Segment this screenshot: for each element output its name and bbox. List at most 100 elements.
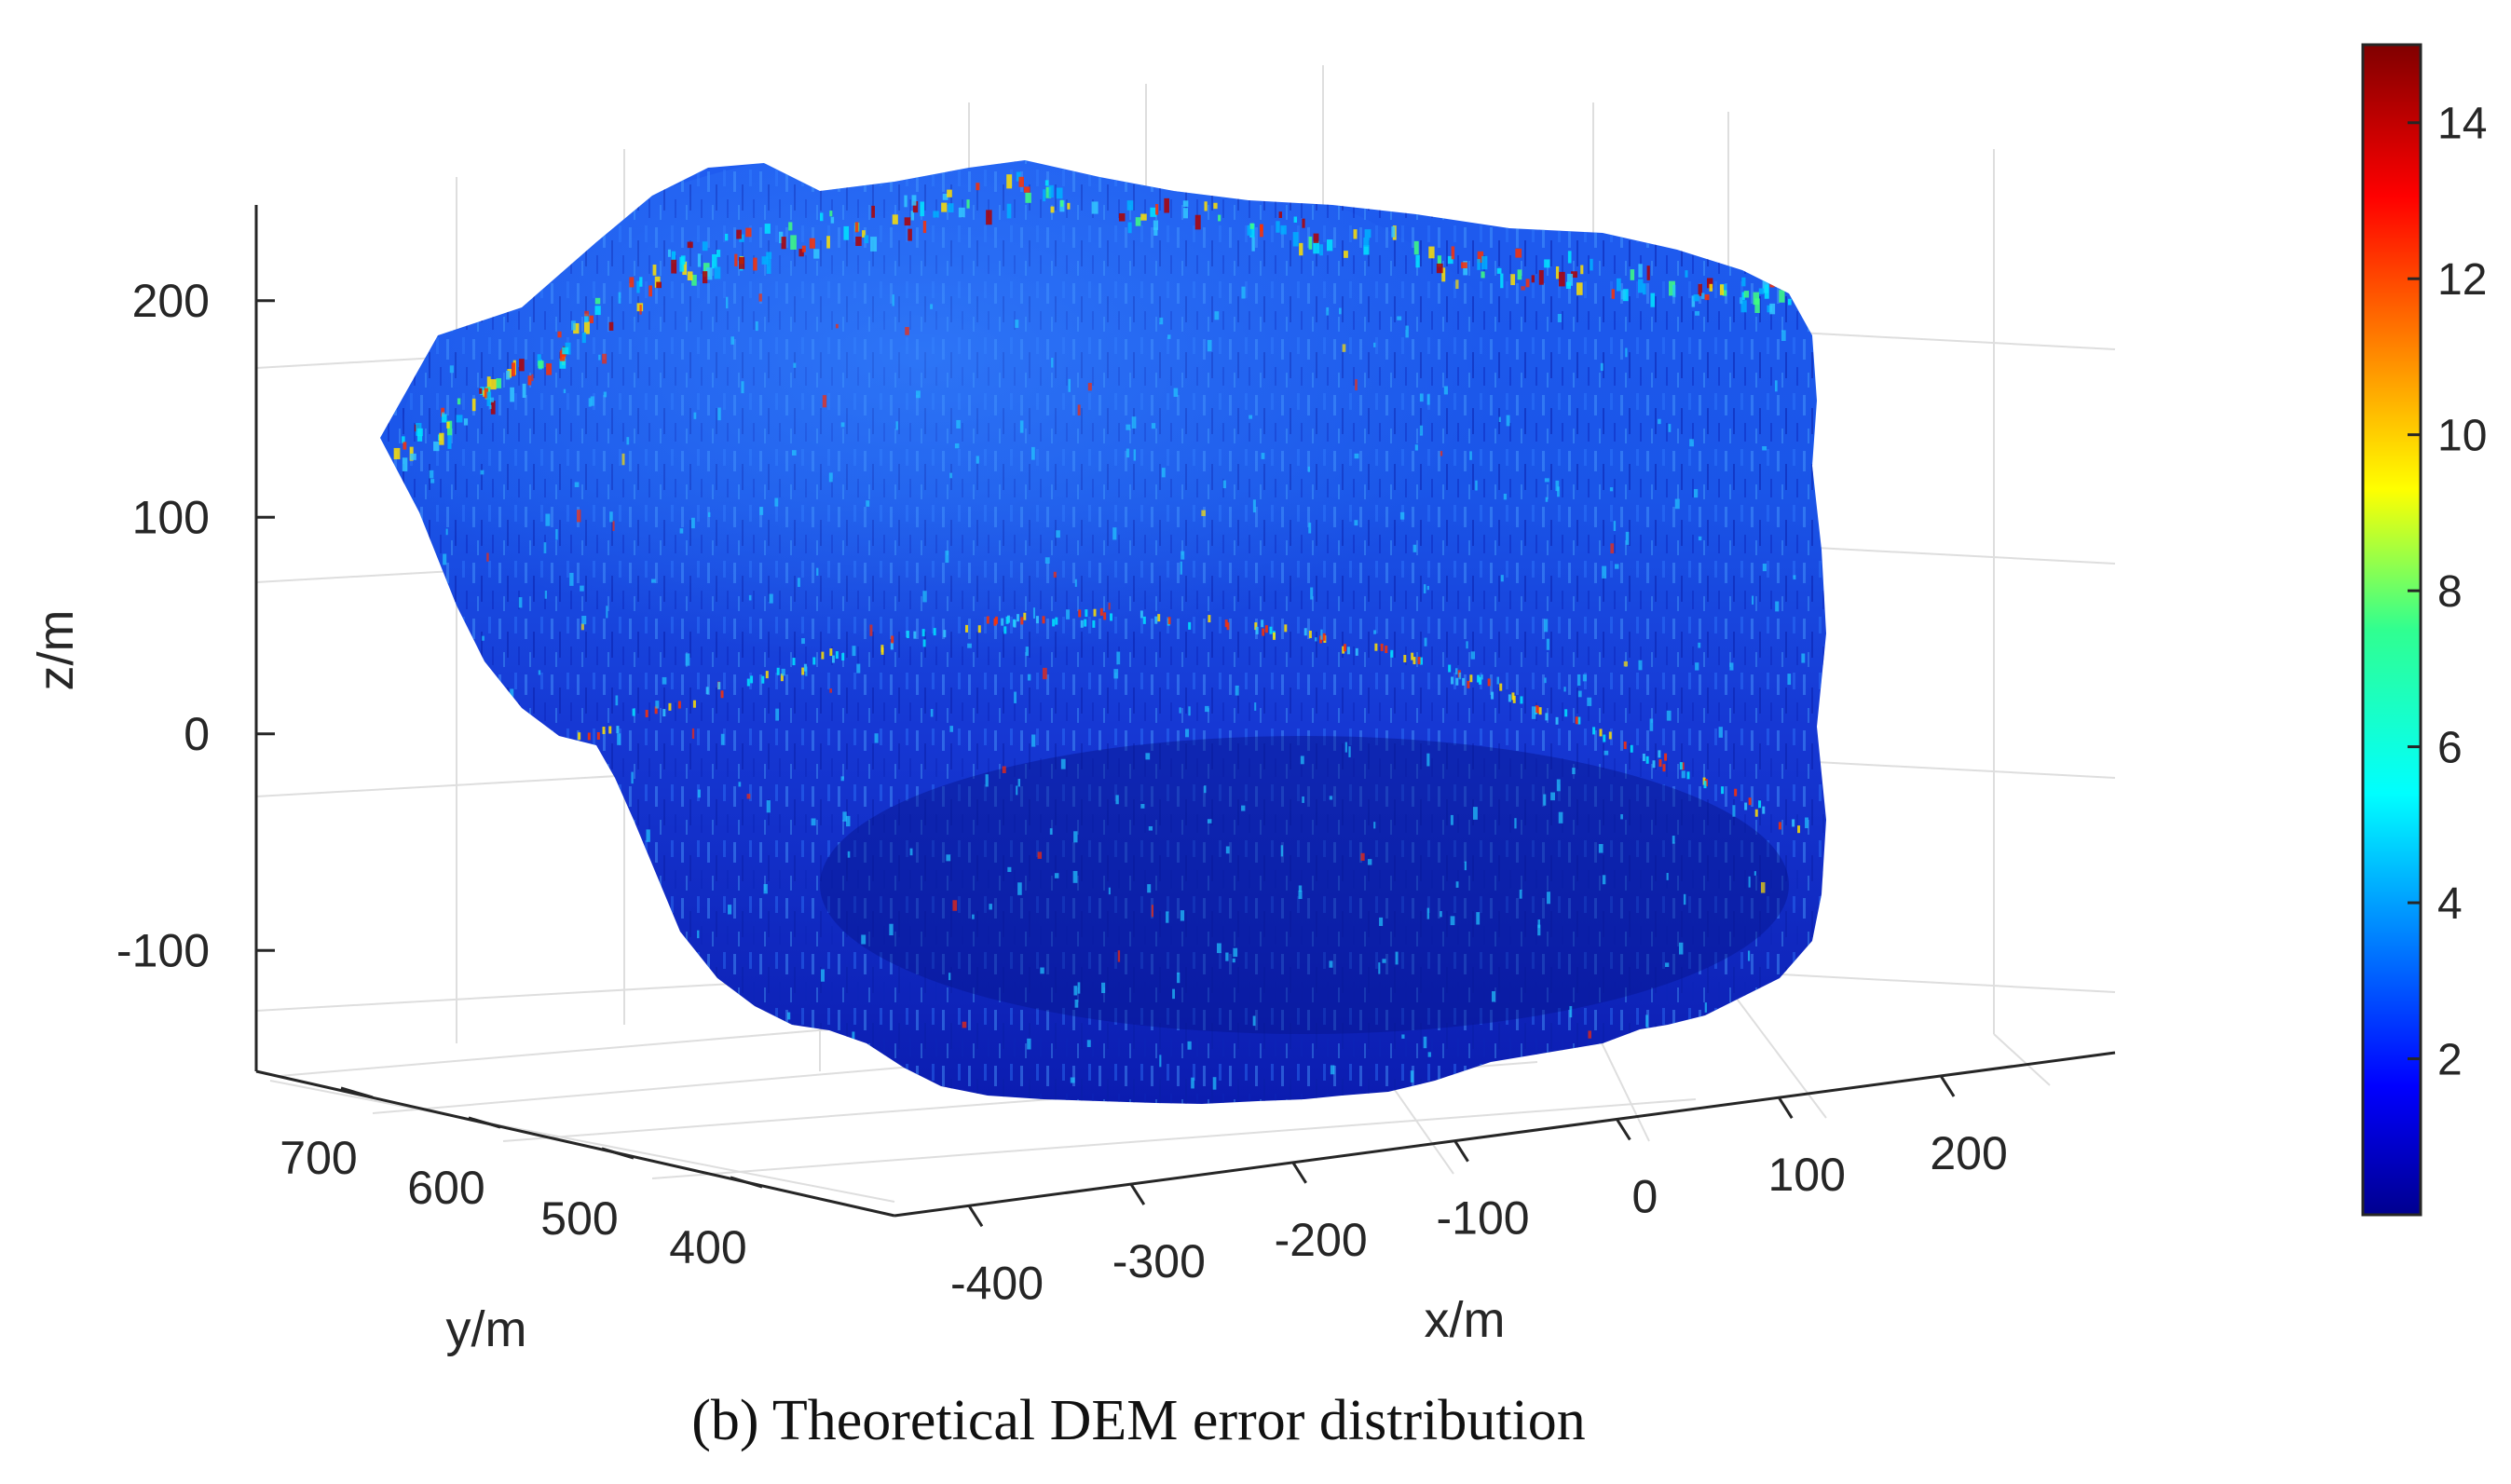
- error-speckle: [1113, 669, 1119, 679]
- error-speckle: [1320, 629, 1323, 640]
- error-speckle: [1625, 347, 1628, 358]
- error-speckle: [1251, 237, 1255, 252]
- error-speckle: [906, 631, 908, 637]
- error-speckle: [598, 354, 601, 361]
- error-speckle: [636, 280, 640, 293]
- error-speckle: [1302, 218, 1305, 228]
- error-speckle: [994, 616, 998, 624]
- error-speckle: [464, 294, 468, 306]
- error-speckle: [1044, 557, 1050, 564]
- error-speckle: [1035, 616, 1039, 624]
- z-axis-label: z/m: [28, 610, 84, 691]
- error-speckle: [1477, 674, 1481, 683]
- error-speckle: [912, 201, 919, 213]
- error-speckle: [1476, 912, 1481, 925]
- error-speckle: [1155, 204, 1159, 215]
- error-speckle: [989, 904, 992, 910]
- error-speckle: [436, 827, 440, 835]
- error-speckle: [1050, 206, 1055, 213]
- error-speckle: [1592, 727, 1596, 735]
- error-speckle: [697, 930, 700, 939]
- error-speckle: [1718, 727, 1723, 738]
- error-speckle: [1623, 660, 1628, 667]
- error-speckle: [1145, 753, 1151, 760]
- error-speckle: [1232, 958, 1235, 963]
- error-speckle: [602, 727, 606, 735]
- error-speckle: [457, 398, 461, 405]
- error-speckle: [1743, 291, 1750, 298]
- error-speckle: [1310, 587, 1314, 600]
- error-speckle: [1426, 585, 1429, 591]
- error-speckle: [831, 655, 835, 663]
- error-speckle: [1582, 674, 1587, 682]
- error-speckle: [490, 379, 497, 390]
- error-speckle: [1212, 1077, 1217, 1090]
- error-speckle: [730, 336, 734, 345]
- error-speckle: [1801, 653, 1806, 663]
- error-speckle: [480, 470, 484, 475]
- error-speckle: [1642, 754, 1645, 762]
- error-speckle: [1426, 753, 1430, 767]
- error-speckle: [1721, 786, 1725, 795]
- error-speckle: [952, 900, 958, 911]
- error-speckle: [976, 183, 980, 191]
- error-speckle: [1180, 910, 1185, 921]
- error-speckle: [1140, 213, 1147, 221]
- error-speckle: [1758, 800, 1762, 809]
- error-speckle: [471, 398, 476, 412]
- error-speckle: [801, 245, 806, 252]
- error-speckle: [1443, 386, 1448, 395]
- error-speckle: [864, 235, 869, 244]
- error-speckle: [840, 776, 844, 782]
- error-speckle: [559, 358, 566, 369]
- error-speckle: [449, 365, 454, 374]
- error-speckle: [1454, 668, 1458, 674]
- error-speckle: [402, 436, 405, 443]
- error-speckle: [1608, 731, 1612, 740]
- error-speckle: [1695, 311, 1700, 316]
- error-speckle: [1225, 952, 1229, 961]
- error-speckle: [1521, 286, 1525, 291]
- error-speckle: [642, 1051, 647, 1055]
- error-speckle: [1567, 273, 1574, 286]
- error-speckle: [463, 922, 468, 935]
- x-tick-label: -300: [1112, 1235, 1206, 1287]
- y-tick-mark: [601, 1147, 635, 1160]
- error-speckle: [1754, 871, 1756, 876]
- error-speckle: [1385, 646, 1388, 654]
- error-speckle: [1779, 290, 1785, 303]
- error-speckle: [1748, 797, 1752, 806]
- z-ticks: 200 100 0 -100: [116, 275, 275, 976]
- error-speckle: [1544, 478, 1549, 483]
- error-speckle: [1326, 306, 1330, 316]
- error-speckle: [967, 643, 972, 648]
- error-speckle: [1284, 624, 1288, 633]
- error-speckle: [1018, 176, 1024, 187]
- error-speckle: [1506, 415, 1510, 427]
- error-speckle: [1709, 283, 1713, 292]
- error-speckle: [792, 450, 797, 456]
- error-speckle: [446, 421, 450, 429]
- error-speckle: [1732, 805, 1736, 817]
- error-speckle: [705, 267, 713, 280]
- error-speckle: [618, 292, 621, 304]
- error-speckle: [692, 700, 696, 708]
- error-speckle: [1378, 962, 1381, 974]
- error-speckle: [781, 237, 786, 250]
- error-speckle: [603, 391, 607, 398]
- error-speckle: [1322, 633, 1326, 641]
- error-speckle: [580, 623, 584, 631]
- error-speckle: [697, 253, 702, 267]
- error-speckle: [1016, 785, 1018, 796]
- error-speckle: [672, 956, 676, 968]
- error-speckle: [1346, 647, 1350, 655]
- error-speckle: [511, 362, 516, 376]
- error-speckle: [1734, 788, 1738, 796]
- error-speckle: [430, 479, 435, 483]
- error-speckle: [986, 616, 989, 624]
- error-speckle: [538, 361, 544, 369]
- error-speckle: [1686, 771, 1690, 780]
- error-speckle: [562, 347, 569, 355]
- error-speckle: [1754, 809, 1758, 817]
